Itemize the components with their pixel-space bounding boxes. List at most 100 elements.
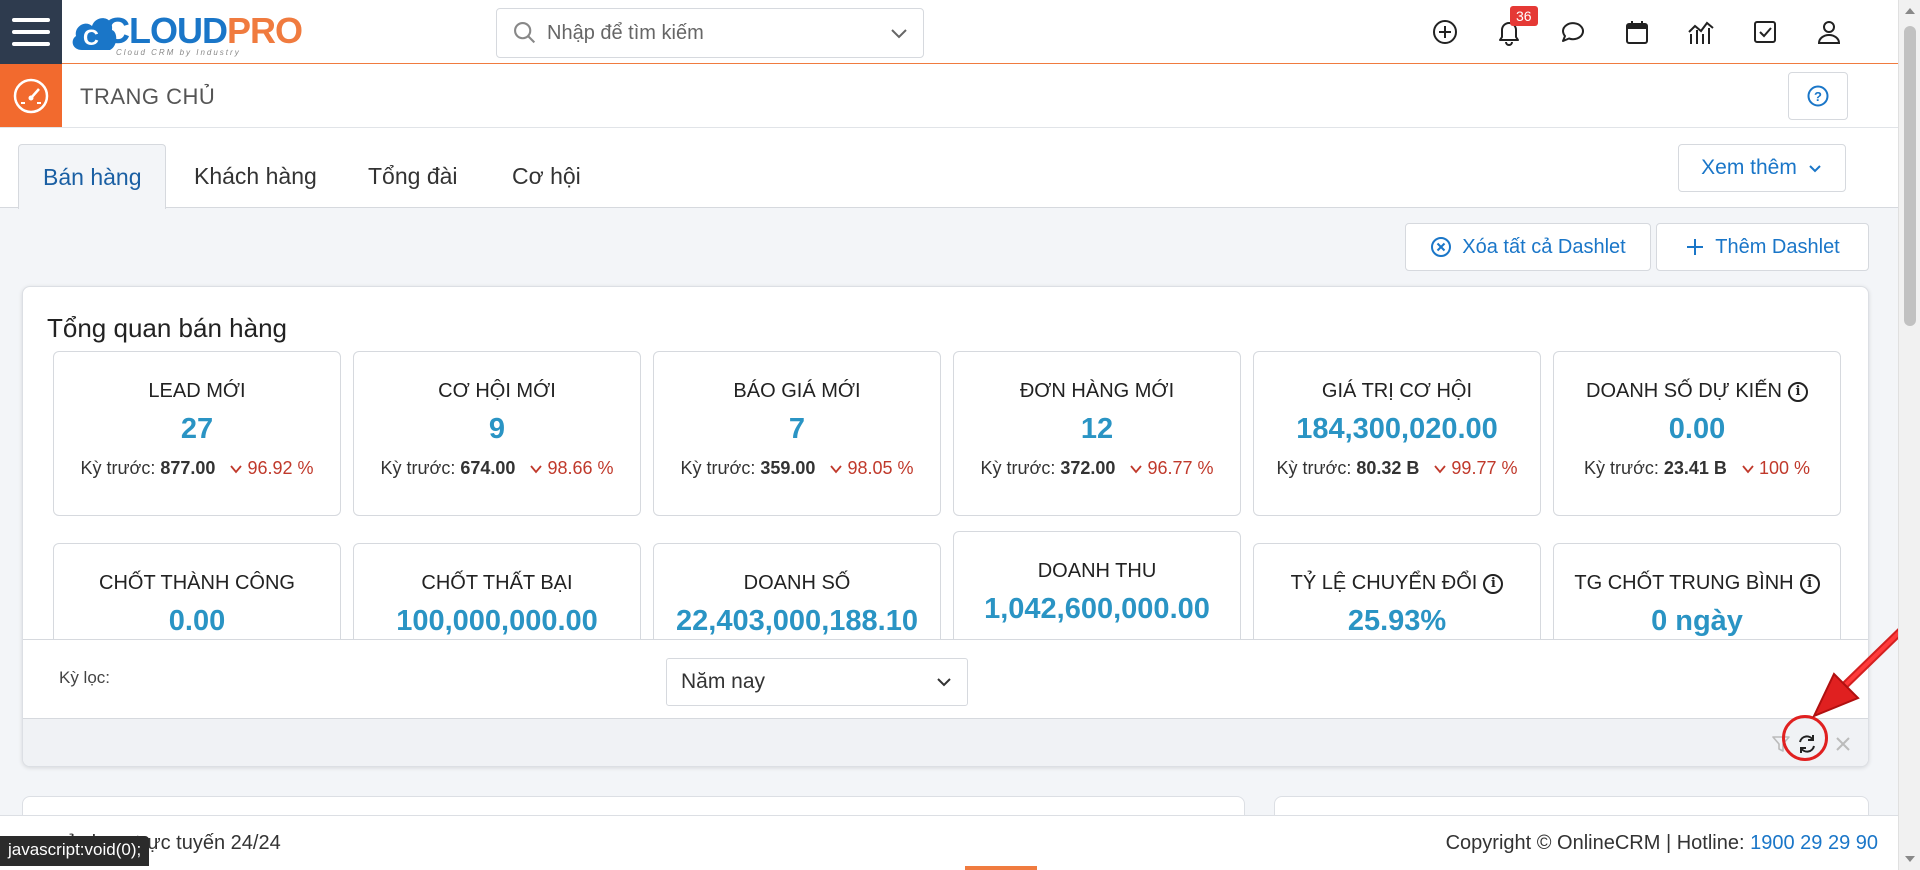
search-icon xyxy=(514,22,536,44)
kpi-label-text: CHỐT THÀNH CÔNG xyxy=(99,572,295,594)
change-percent-text: 98.66 % xyxy=(547,458,614,478)
kpi-label-text: LEAD MỚI xyxy=(148,380,246,402)
kpi-value: 9 xyxy=(488,413,506,445)
hamburger-line xyxy=(12,42,50,46)
dashlet-title: Tổng quan bán hàng xyxy=(47,313,287,343)
previous-label-text: Kỳ trước: xyxy=(680,458,756,478)
kpi-value: 0.00 xyxy=(168,605,226,637)
logo-tagline: Cloud CRM by Industry xyxy=(116,48,241,57)
top-icons: 36 xyxy=(1428,6,1846,50)
chevron-down-red-icon xyxy=(1434,464,1447,473)
info-icon[interactable]: i xyxy=(1788,381,1808,402)
tab-khach-hang[interactable]: Khách hàng xyxy=(194,163,317,189)
filter-period-value: Năm nay xyxy=(681,670,766,693)
tab-co-hoi[interactable]: Cơ hội xyxy=(512,163,581,189)
dashboard-gauge-icon xyxy=(0,64,62,127)
previous-period-label: Kỳ trước: 359.00 xyxy=(681,458,816,479)
cloud-logo-icon: C xyxy=(72,18,117,50)
kpi-previous-period: Kỳ trước: 359.00 98.05 % xyxy=(654,458,940,479)
chevron-down-red-icon xyxy=(230,464,243,473)
change-percent-text: 96.92 % xyxy=(247,458,314,478)
kpi-card-co-hoi-moi[interactable]: CƠ HỘI MỚI 9 Kỳ trước: 674.00 98.66 % xyxy=(353,351,641,516)
page-header-bar: TRANG CHỦ ? xyxy=(0,64,1898,128)
kpi-label: CHỐT THÀNH CÔNG xyxy=(54,572,340,595)
kpi-label: TG CHỐT TRUNG BÌNH i xyxy=(1554,572,1840,595)
chevron-down-red-icon xyxy=(830,464,843,473)
previous-value: 359.00 xyxy=(760,458,816,478)
kpi-label-text: BÁO GIÁ MỚI xyxy=(733,380,861,402)
filter-period-select[interactable]: Năm nay xyxy=(666,658,968,706)
hotline-link[interactable]: 1900 29 29 90 xyxy=(1750,832,1878,854)
chevron-down-red-icon xyxy=(1742,464,1754,473)
search-input[interactable] xyxy=(539,21,889,45)
previous-period-label: Kỳ trước: 372.00 xyxy=(981,458,1116,479)
kpi-label: DOANH SỐ DỰ KIẾN i xyxy=(1554,380,1840,403)
clear-all-label: Xóa tất cả Dashlet xyxy=(1462,235,1626,258)
kpi-value: 0 ngày xyxy=(1651,605,1743,637)
chevron-down-icon xyxy=(1809,165,1821,173)
kpi-card-don-hang-moi[interactable]: ĐƠN HÀNG MỚI 12 Kỳ trước: 372.00 96.77 % xyxy=(953,351,1241,516)
kpi-value: 27 xyxy=(180,413,214,445)
kpi-value: 7 xyxy=(788,413,806,445)
change-percent-text: 96.77 % xyxy=(1147,458,1214,478)
kpi-label: TỶ LỆ CHUYỂN ĐỔI i xyxy=(1254,572,1540,595)
kpi-card-doanh-so-du-kien[interactable]: DOANH SỐ DỰ KIẾN i 0.00 Kỳ trước: 23.41 B 10… xyxy=(1553,351,1841,516)
user-profile-icon[interactable] xyxy=(1812,14,1846,50)
global-search[interactable] xyxy=(496,8,924,58)
chevron-down-icon[interactable] xyxy=(889,23,909,43)
kpi-label: LEAD MỚI xyxy=(54,380,340,403)
kpi-label: DOANH THU xyxy=(954,560,1240,583)
logo[interactable]: C CLOUDPRO Cloud CRM by Industry xyxy=(70,6,303,57)
previous-label-text: Kỳ trước: xyxy=(80,458,156,478)
kpi-label: GIÁ TRỊ CƠ HỘI xyxy=(1254,380,1540,403)
kpi-card-bao-gia-moi[interactable]: BÁO GIÁ MỚI 7 Kỳ trước: 359.00 98.05 % xyxy=(653,351,941,516)
previous-value: 23.41 B xyxy=(1663,458,1727,478)
tab-tong-dai[interactable]: Tổng đài xyxy=(368,163,458,189)
scroll-up-arrow[interactable] xyxy=(1905,8,1915,14)
notification-bell-icon[interactable]: 36 xyxy=(1492,6,1538,50)
change-percent-text: 99.77 % xyxy=(1451,458,1518,478)
help-button[interactable]: ? xyxy=(1788,72,1848,120)
clear-all-dashlets-button[interactable]: Xóa tất cả Dashlet xyxy=(1405,223,1651,271)
more-tabs-button[interactable]: Xem thêm xyxy=(1678,144,1846,192)
add-icon[interactable] xyxy=(1428,14,1462,50)
previous-value: 674.00 xyxy=(460,458,516,478)
orange-indicator xyxy=(965,866,1037,870)
kpi-label-text: TG CHỐT TRUNG BÌNH xyxy=(1574,572,1794,594)
kpi-label-text: DOANH SỐ DỰ KIẾN xyxy=(1586,380,1782,402)
kpi-label: DOANH SỐ xyxy=(654,572,940,595)
tab-ban-hang[interactable]: Bán hàng xyxy=(18,144,167,209)
close-icon[interactable] xyxy=(1830,731,1856,757)
page-scrollbar[interactable] xyxy=(1898,0,1920,870)
info-icon[interactable]: i xyxy=(1483,573,1504,594)
dashboard-tabs: Bán hàng Khách hàng Tổng đài Cơ hội Xem … xyxy=(0,128,1898,209)
dashlet-footer xyxy=(23,719,1868,766)
close-circle-icon xyxy=(1431,237,1452,257)
footer-copyright: Copyright © OnlineCRM | Hotline: 1900 29… xyxy=(1446,832,1878,855)
kpi-card-lead-moi[interactable]: LEAD MỚI 27 Kỳ trước: 877.00 96.92 % xyxy=(53,351,341,516)
reports-chart-icon[interactable] xyxy=(1684,14,1718,50)
kpi-previous-period: Kỳ trước: 23.41 B 100 % xyxy=(1554,458,1840,479)
calendar-icon[interactable] xyxy=(1620,14,1654,50)
kpi-card-gia-tri-co-hoi[interactable]: GIÁ TRỊ CƠ HỘI 184,300,020.00 Kỳ trước: 80… xyxy=(1253,351,1541,516)
copyright-text: Copyright © OnlineCRM | Hotline: xyxy=(1445,832,1751,854)
info-icon[interactable]: i xyxy=(1799,573,1820,594)
previous-period-label: Kỳ trước: 80.32 B xyxy=(1277,458,1420,479)
status-bar-url: javascript:void(0); xyxy=(0,836,150,866)
change-percent: 98.66 % xyxy=(529,458,614,479)
scroll-thumb[interactable] xyxy=(1904,26,1916,326)
chat-icon[interactable] xyxy=(1556,14,1590,50)
menu-toggle-button[interactable] xyxy=(0,0,62,64)
add-dashlet-button[interactable]: Thêm Dashlet xyxy=(1656,223,1869,271)
top-bar: C CLOUDPRO Cloud CRM by Industry 36 xyxy=(0,0,1898,64)
scroll-down-arrow[interactable] xyxy=(1905,856,1915,862)
kpi-label-text: CƠ HỘI MỚI xyxy=(438,380,556,402)
kpi-value: 25.93% xyxy=(1347,605,1447,637)
kpi-value: 12 xyxy=(1080,413,1114,445)
help-question-icon: ? xyxy=(1807,85,1829,107)
kpi-label-text: DOANH THU xyxy=(1037,560,1157,582)
task-check-icon[interactable] xyxy=(1748,14,1782,50)
change-percent: 98.05 % xyxy=(829,458,914,479)
filter-panel: Kỳ lọc: Năm nay xyxy=(23,639,1868,719)
svg-text:C: C xyxy=(83,25,99,50)
